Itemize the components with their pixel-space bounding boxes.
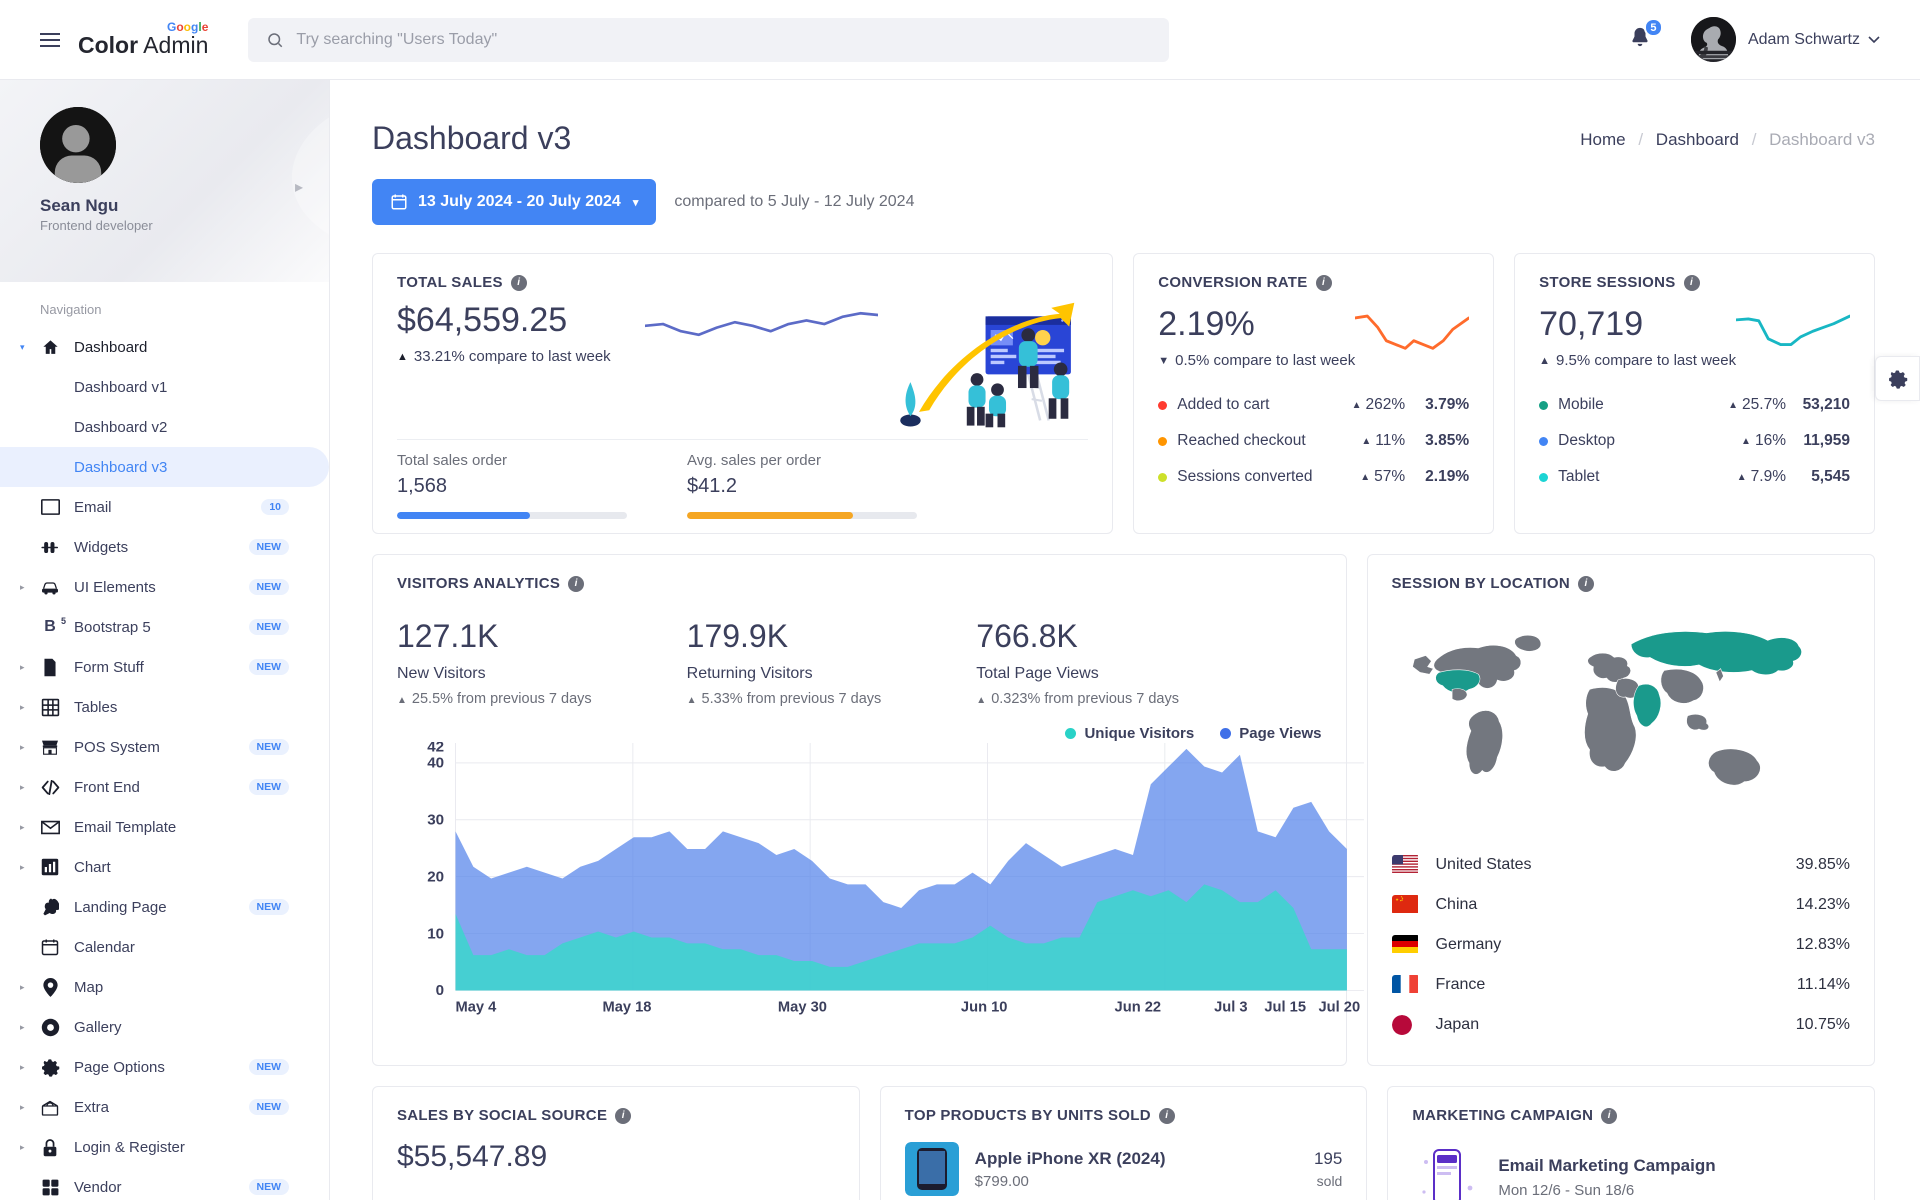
svg-text:Jul 20: Jul 20 — [1319, 999, 1361, 1015]
svg-text:40: 40 — [427, 755, 444, 772]
svg-text:Jul 3: Jul 3 — [1214, 999, 1247, 1015]
svg-text:42: 42 — [427, 742, 444, 755]
svg-text:10: 10 — [427, 925, 444, 942]
svg-text:20: 20 — [427, 868, 444, 885]
svg-text:May 30: May 30 — [778, 999, 827, 1015]
svg-text:Jun 10: Jun 10 — [961, 999, 1008, 1015]
svg-text:0: 0 — [436, 982, 444, 999]
svg-text:30: 30 — [427, 812, 444, 829]
svg-text:May 4: May 4 — [456, 999, 498, 1015]
svg-text:Jun 22: Jun 22 — [1115, 999, 1162, 1015]
svg-text:Jul 15: Jul 15 — [1264, 999, 1306, 1015]
svg-text:May 18: May 18 — [602, 999, 651, 1015]
